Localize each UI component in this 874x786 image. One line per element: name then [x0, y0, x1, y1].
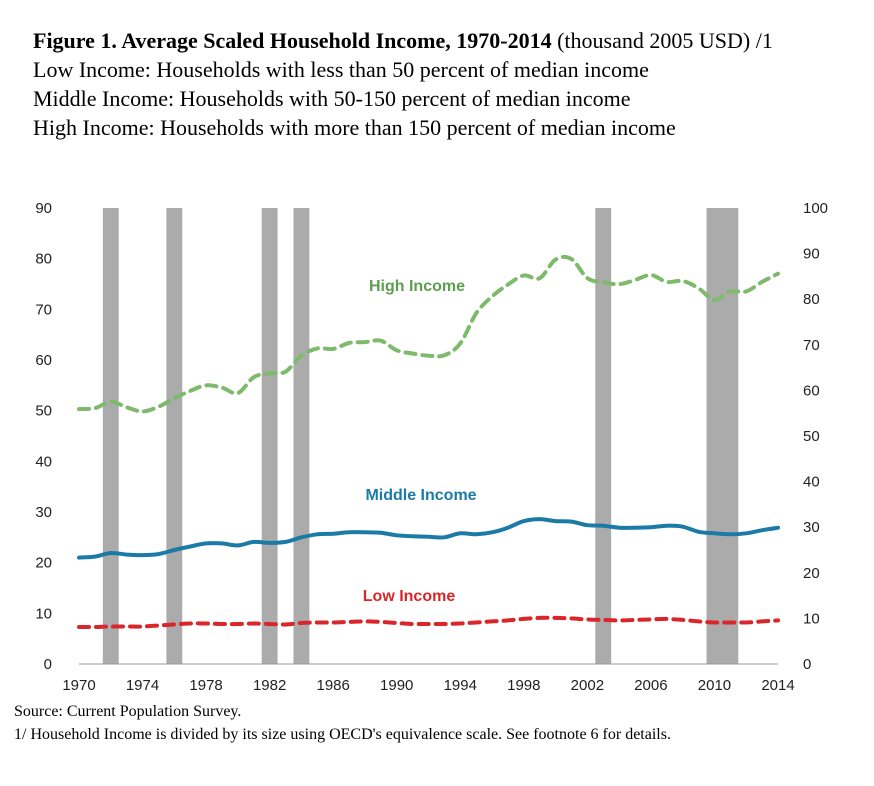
recession-band-3 — [293, 208, 310, 664]
x-tick-label-2006: 2006 — [634, 677, 667, 694]
source-note: Source: Current Population Survey. — [14, 703, 242, 720]
recession-band-2 — [261, 208, 278, 664]
recession-band-0 — [102, 208, 119, 664]
right-y-tick-label-50: 50 — [803, 428, 820, 445]
x-tick-label-2010: 2010 — [698, 677, 731, 694]
left-y-tick-label-70: 70 — [35, 301, 52, 318]
income-line-chart: 1970 1974 1978 1982 1986 1990 1994 1998 2002 2006… — [35, 200, 828, 694]
middle-income-line — [77, 517, 780, 560]
right-y-tick-label-0: 0 — [803, 656, 811, 673]
right-y-tick-label-100: 100 — [803, 200, 828, 217]
footnote: 1/ Household Income is divided by its si… — [14, 726, 671, 743]
right-y-tick-label-90: 90 — [803, 246, 820, 263]
right-y-tick-label-80: 80 — [803, 291, 820, 308]
chart-title-units: (thousand 2005 USD) /1 — [551, 28, 773, 53]
left-y-tick-label-10: 10 — [35, 605, 52, 622]
right-y-tick-label-70: 70 — [803, 337, 820, 354]
x-tick-label-1970: 1970 — [62, 677, 95, 694]
x-tick-label-1998: 1998 — [507, 677, 540, 694]
left-y-tick-label-90: 90 — [35, 200, 52, 217]
x-tick-label-1990: 1990 — [380, 677, 413, 694]
left-y-tick-label-0: 0 — [44, 656, 52, 673]
left-y-tick-label-30: 30 — [35, 504, 52, 521]
x-tick-label-2002: 2002 — [571, 677, 604, 694]
left-y-tick-label-50: 50 — [35, 403, 52, 420]
low-income-line — [77, 615, 780, 630]
legend-middle-definition: Middle Income: Households with 50-150 pe… — [33, 86, 631, 111]
x-tick-label-1982: 1982 — [253, 677, 286, 694]
left-y-tick-label-20: 20 — [35, 555, 52, 572]
high-income-line — [77, 254, 780, 414]
right-y-tick-label-30: 30 — [803, 519, 820, 536]
low-income-label: Low Income — [363, 588, 456, 605]
x-tick-label-2014: 2014 — [761, 677, 794, 694]
chart-footer: Source: Current Population Survey. 1/ Ho… — [14, 700, 671, 746]
right-y-tick-label-20: 20 — [803, 565, 820, 582]
recession-band-5 — [706, 208, 739, 664]
chart-title: Figure 1. Average Scaled Household Incom… — [33, 26, 833, 55]
x-tick-label-1974: 1974 — [126, 677, 159, 694]
legend-high-definition: High Income: Households with more than 1… — [33, 115, 676, 140]
x-tick-label-1978: 1978 — [189, 677, 222, 694]
middle-income-label: Middle Income — [365, 487, 476, 504]
legend-low-definition: Low Income: Households with less than 50… — [33, 57, 649, 82]
x-tick-label-1986: 1986 — [316, 677, 349, 694]
right-y-tick-label-40: 40 — [803, 474, 820, 491]
left-y-tick-label-80: 80 — [35, 251, 52, 268]
high-income-label: High Income — [369, 278, 465, 295]
chart-title-bold: Figure 1. Average Scaled Household Incom… — [33, 28, 552, 53]
right-y-tick-label-60: 60 — [803, 382, 820, 399]
recession-band-1 — [166, 208, 183, 664]
chart-header: Figure 1. Average Scaled Household Incom… — [33, 26, 833, 142]
recession-band-4 — [595, 208, 612, 664]
x-tick-label-1994: 1994 — [444, 677, 477, 694]
right-y-tick-label-10: 10 — [803, 610, 820, 627]
left-y-tick-label-60: 60 — [35, 352, 52, 369]
left-y-tick-label-40: 40 — [35, 453, 52, 470]
